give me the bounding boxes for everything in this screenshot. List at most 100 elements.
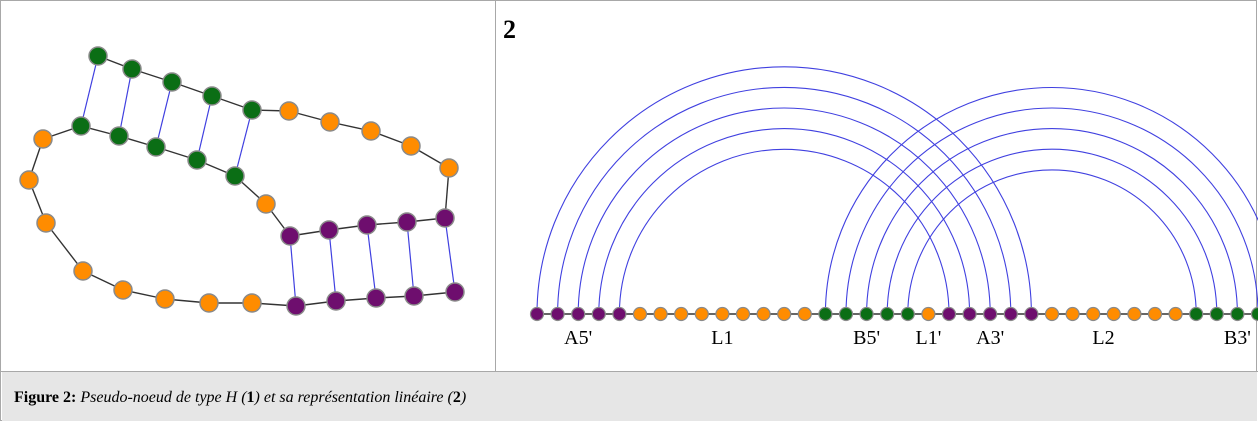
base-pair-arc	[557, 86, 1012, 315]
base-pair-arc	[824, 86, 1258, 315]
nucleotide-node	[19, 170, 39, 190]
linear-nucleotide-node	[777, 306, 792, 322]
nucleotide-node	[361, 121, 381, 141]
segment-label: B3'	[1224, 327, 1251, 349]
caption-text-middle: ) et sa représentation linéaire (	[254, 389, 453, 406]
nucleotides	[19, 46, 465, 316]
base-pair-arc	[907, 169, 1197, 315]
linear-nucleotide-node	[983, 306, 998, 322]
nucleotide-node	[113, 280, 133, 300]
linear-nucleotide-node	[1127, 306, 1142, 322]
linear-nucleotide-node	[632, 306, 648, 322]
nucleotide-node	[280, 226, 300, 246]
linear-nucleotide-node	[735, 306, 751, 322]
segment-label: L1	[711, 327, 733, 349]
linear-nucleotide-node	[1106, 306, 1121, 322]
segment-labels: A5' L1 B5' L1' A3' L2 B3'	[564, 327, 1251, 349]
base-pair-line	[366, 224, 377, 299]
nucleotide-node	[326, 291, 346, 311]
nucleotide-node	[397, 212, 417, 232]
linear-nucleotide-node	[1250, 306, 1258, 322]
linear-nucleotide-node	[941, 306, 957, 322]
nucleotide-node	[155, 289, 175, 309]
caption-label: Figure 2:	[14, 389, 77, 406]
nucleotide-node	[401, 136, 421, 156]
segment-label: B5'	[853, 327, 880, 349]
backbone-segment	[45, 222, 84, 272]
base-pair-arc	[598, 128, 971, 315]
nucleotide-node	[242, 293, 262, 313]
linear-nucleotide-node	[653, 306, 668, 322]
nucleotide-node	[202, 86, 222, 106]
linear-nucleotide-node	[838, 306, 854, 322]
linear-nucleotide-node	[921, 306, 936, 322]
nucleotide-node	[88, 46, 108, 66]
base-pair-arc	[536, 66, 1032, 315]
nucleotide-node	[162, 72, 182, 92]
segment-label: L2	[1092, 327, 1114, 349]
caption-text-after: )	[460, 389, 467, 406]
base-pair-line	[406, 221, 415, 297]
segment-label: A5'	[564, 327, 592, 349]
linear-nucleotide-node	[1147, 306, 1163, 322]
segment-label: L1'	[915, 327, 941, 349]
linear-nucleotide-node	[1168, 306, 1183, 322]
nucleotide-node	[199, 293, 219, 313]
linear-nucleotide-node	[962, 306, 977, 322]
nucleotide-node	[71, 116, 91, 136]
panel-divider	[495, 1, 496, 371]
base-pair-line	[328, 229, 337, 302]
nucleotide-node	[286, 296, 306, 316]
linear-nucleotide-node	[797, 306, 812, 322]
base-pair-arc	[866, 128, 1238, 315]
base-pair-arc	[618, 148, 950, 315]
caption-text-before: Pseudo-noeud de type H (	[80, 389, 247, 406]
linear-nucleotide-node	[1024, 306, 1039, 322]
caption-ref-1: 1	[246, 389, 255, 406]
base-pair-arcs	[536, 66, 1258, 315]
nucleotide-node	[445, 282, 465, 302]
nucleotide-node	[256, 194, 276, 214]
base-pair-line	[289, 235, 297, 307]
caption-ref-2: 2	[452, 389, 461, 406]
linear-nucleotide-node	[1189, 306, 1204, 322]
linear-nucleotide-node	[1003, 306, 1018, 322]
nucleotide-node	[36, 213, 56, 233]
linear-nucleotide-node	[859, 306, 874, 322]
nucleotide-node	[404, 286, 424, 306]
base-pair-line	[196, 95, 213, 161]
linear-nucleotide-node	[591, 306, 606, 322]
base-pair-line	[234, 109, 253, 177]
linear-nucleotide-node	[880, 306, 895, 322]
segment-label: A3'	[976, 327, 1004, 349]
figure-caption: Figure 2: Pseudo-noeud de type H (1) et …	[14, 389, 466, 407]
panel-2-number: 2	[503, 15, 516, 44]
base-pair-line	[80, 55, 99, 127]
linear-nucleotides	[529, 306, 1258, 322]
linear-nucleotide-node	[1065, 306, 1080, 322]
pseudoknot-structure-diagram	[19, 46, 465, 316]
nucleotide-node	[146, 137, 166, 157]
nucleotide-node	[109, 126, 129, 146]
nucleotide-node	[242, 100, 262, 120]
linear-nucleotide-node	[550, 306, 565, 322]
linear-nucleotide-node	[529, 306, 545, 322]
base-pair-arc	[845, 107, 1258, 315]
nucleotide-node	[357, 215, 377, 235]
base-pair-arc	[886, 148, 1218, 315]
linear-nucleotide-node	[1230, 306, 1245, 322]
linear-nucleotide-node	[571, 306, 586, 322]
linear-nucleotide-node	[715, 306, 730, 322]
base-pair-line	[155, 81, 173, 148]
linear-representation-diagram: A5' L1 B5' L1' A3' L2 B3'	[529, 66, 1258, 349]
linear-nucleotide-node	[818, 306, 833, 322]
linear-nucleotide-node	[674, 306, 689, 322]
base-pair-line	[444, 217, 456, 293]
nucleotide-node	[439, 158, 459, 178]
linear-nucleotide-node	[612, 306, 627, 322]
caption-bar: Figure 2: Pseudo-noeud de type H (1) et …	[2, 372, 1257, 421]
nucleotide-node	[122, 59, 142, 79]
nucleotide-node	[225, 166, 245, 186]
linear-nucleotide-node	[1044, 306, 1060, 322]
